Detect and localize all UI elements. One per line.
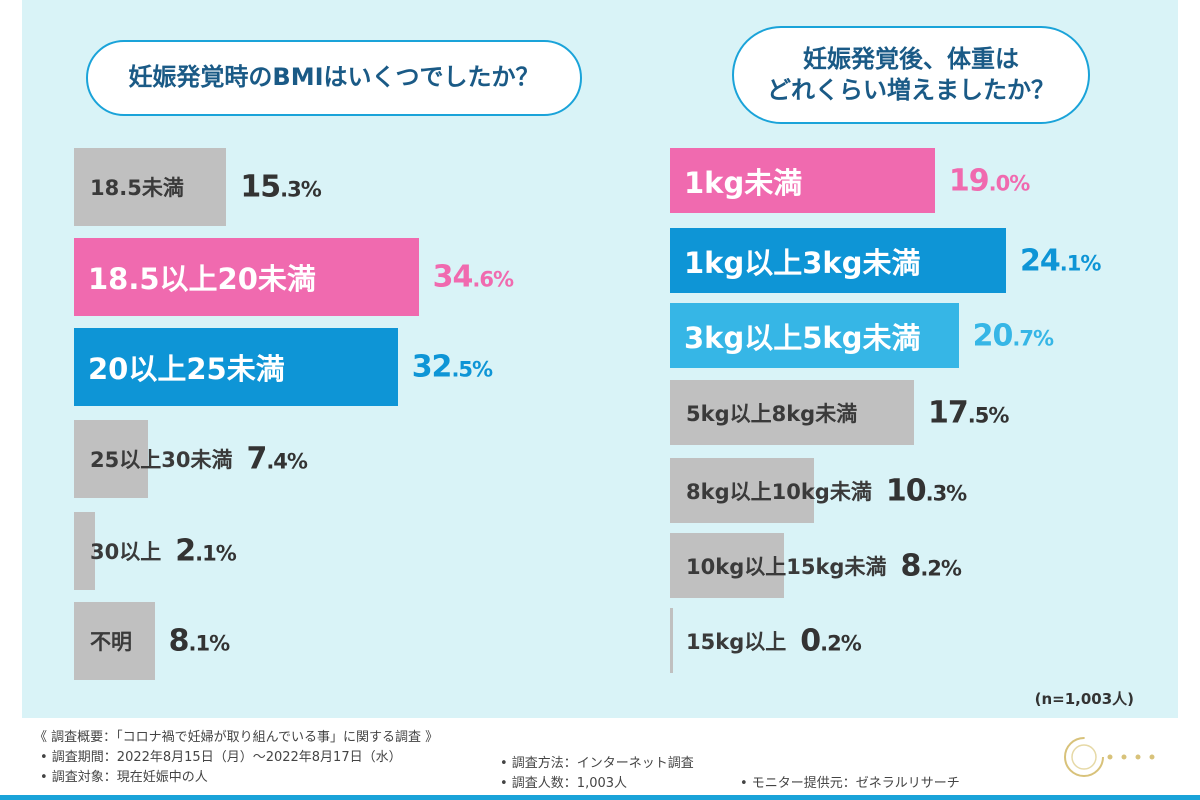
bar-label-weight-2: 3kg以上5kg未満 <box>684 320 921 355</box>
value-dec: .2% <box>920 556 962 580</box>
value-int: 7 <box>246 441 267 477</box>
bar-label-weight-5: 10kg以上15kg未満 <box>686 554 887 579</box>
bar-label-bmi-5: 不明 <box>90 630 132 654</box>
value-dec: .5% <box>967 403 1010 427</box>
survey-footer: 《 調査概要：「コロナ禍で妊婦が取り組んでいる事」に関する調査 》 • 調査期間… <box>0 718 1200 800</box>
value-label-weight-6: 0.2% <box>800 623 862 658</box>
bar-label-weight-4: 8kg以上10kg未満 <box>686 479 872 504</box>
value-label-bmi-1: 34.6% <box>432 259 514 295</box>
value-int: 15 <box>240 169 281 205</box>
value-int: 32 <box>411 349 453 385</box>
brand-logo-icon <box>1064 737 1155 777</box>
bar-label-bmi-2: 20以上25未満 <box>88 352 285 386</box>
value-dec: .6% <box>472 267 514 292</box>
value-label-weight-5: 8.2% <box>900 548 962 583</box>
footer-period: • 調査期間：2022年8月15日（月）～2022年8月17日（水） <box>40 750 402 765</box>
value-dec: .2% <box>820 631 862 655</box>
value-label-weight-2: 20.7% <box>972 318 1054 353</box>
chart-panel: 妊娠発覚時のBMIはいくつでしたか？ 妊娠発覚後、体重は どれくらい増えましたか… <box>22 0 1178 718</box>
bar-bmi-4 <box>74 512 95 590</box>
sample-size-note: (n=1,003人) <box>1034 690 1134 708</box>
value-label-weight-4: 10.3% <box>885 473 968 508</box>
bar-weight-1 <box>670 228 1007 293</box>
bar-label-weight-1: 1kg以上3kg未満 <box>684 245 921 280</box>
value-label-bmi-5: 8.1% <box>168 623 231 659</box>
footer-accent-line <box>0 795 1200 800</box>
value-int: 19 <box>948 163 990 198</box>
value-dec: .0% <box>988 171 1031 195</box>
value-label-bmi-3: 7.4% <box>246 441 308 477</box>
bar-label-weight-3: 5kg以上8kg未満 <box>686 401 858 426</box>
bar-bmi-2 <box>74 328 398 406</box>
bar-bmi-3 <box>74 420 148 498</box>
bar-label-weight-0: 1kg未満 <box>684 165 803 200</box>
value-int: 10 <box>885 473 927 508</box>
value-dec: .5% <box>451 357 493 382</box>
value-int: 8 <box>900 548 921 583</box>
footer-method: • 調査方法：インターネット調査 <box>500 756 694 771</box>
value-dec: .1% <box>188 631 231 656</box>
value-dec: .3% <box>280 177 322 202</box>
value-dec: .3% <box>925 481 968 505</box>
footer-provider: • モニター提供元：ゼネラルリサーチ <box>740 776 960 791</box>
value-int: 17 <box>928 395 969 430</box>
value-label-bmi-0: 15.3% <box>240 169 322 205</box>
bar-bmi-5 <box>74 602 155 680</box>
value-int: 2 <box>175 533 196 569</box>
value-dec: .1% <box>1059 251 1102 275</box>
bar-bmi-1 <box>74 238 419 316</box>
bar-label-weight-6: 15kg以上 <box>686 629 787 654</box>
bar-weight-5 <box>670 533 785 598</box>
bar-weight-6 <box>670 608 673 673</box>
left-chart-title: 妊娠発覚時のBMIはいくつでしたか？ <box>86 40 582 116</box>
value-dec: .1% <box>195 541 237 566</box>
bar-label-bmi-4: 30以上 <box>90 540 162 564</box>
value-label-weight-0: 19.0% <box>948 163 1031 198</box>
bar-weight-2 <box>670 303 959 368</box>
value-dec: .4% <box>266 449 308 474</box>
footer-count: • 調査人数：1,003人 <box>500 776 628 791</box>
value-label-bmi-4: 2.1% <box>175 533 237 569</box>
value-label-bmi-2: 32.5% <box>411 349 493 385</box>
value-int: 34 <box>432 259 474 295</box>
bar-weight-4 <box>670 458 814 523</box>
bar-label-bmi-1: 18.5以上20未満 <box>88 262 316 296</box>
bar-label-bmi-0: 18.5未満 <box>90 176 184 200</box>
value-label-weight-3: 17.5% <box>928 395 1010 430</box>
bar-bmi-0 <box>74 148 227 226</box>
bar-label-bmi-3: 25以上30未満 <box>90 448 233 472</box>
right-chart-title: 妊娠発覚後、体重は どれくらい増えましたか？ <box>732 26 1090 124</box>
value-int: 0 <box>800 623 821 658</box>
value-int: 8 <box>168 623 190 659</box>
value-label-weight-1: 24.1% <box>1020 243 1102 278</box>
value-int: 24 <box>1020 243 1061 278</box>
bar-weight-0 <box>670 148 935 213</box>
footer-target: • 調査対象：現在妊娠中の人 <box>40 770 208 785</box>
value-int: 20 <box>972 318 1014 353</box>
bar-weight-3 <box>670 380 914 445</box>
footer-overview: 《 調査概要：「コロナ禍で妊婦が取り組んでいる事」に関する調査 》 <box>34 730 439 745</box>
value-dec: .7% <box>1012 326 1054 350</box>
